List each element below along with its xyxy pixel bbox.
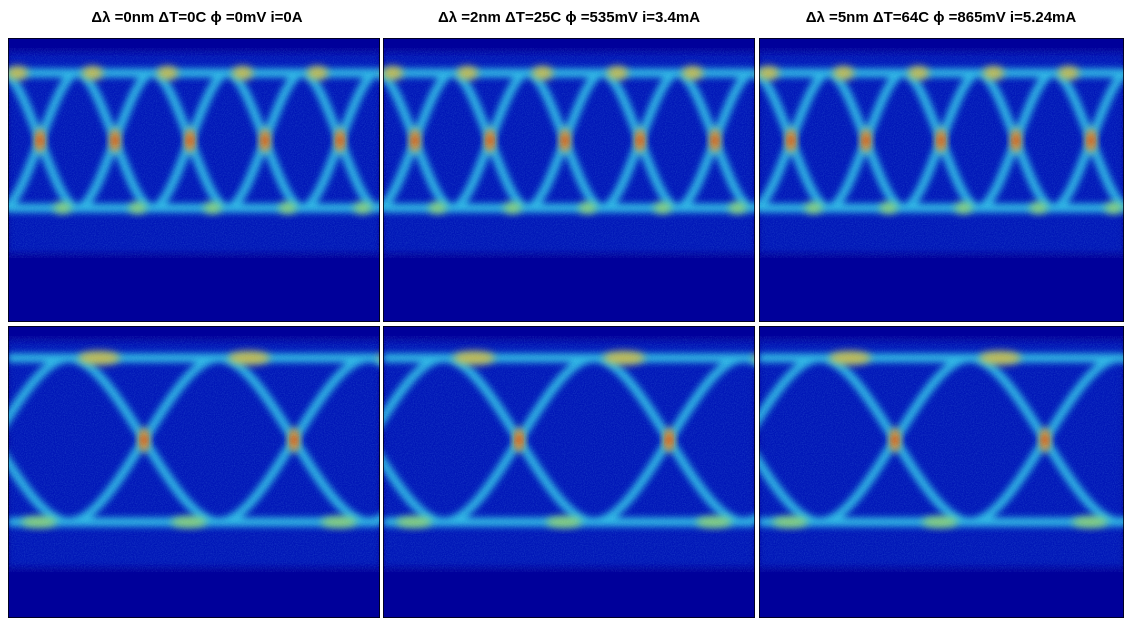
transition (0, 73, 3, 208)
noise (383, 336, 755, 572)
noise (759, 336, 1124, 572)
eye-diagram-grid (0, 38, 1124, 618)
column-title: Δλ =2nm ΔT=25C ϕ =535mV i=3.4mA (438, 9, 700, 26)
figure: Δλ =0nm ΔT=0C ϕ =0mV i=0A Δλ =2nm ΔT=25C… (0, 0, 1124, 618)
noise (8, 48, 380, 258)
column-title: Δλ =5nm ΔT=64C ϕ =865mV i=5.24mA (806, 9, 1077, 26)
noise (8, 336, 380, 572)
transition (0, 73, 3, 208)
noise (759, 48, 1124, 258)
column-title: Δλ =0nm ΔT=0C ϕ =0mV i=0A (91, 9, 302, 26)
noise (383, 48, 755, 258)
